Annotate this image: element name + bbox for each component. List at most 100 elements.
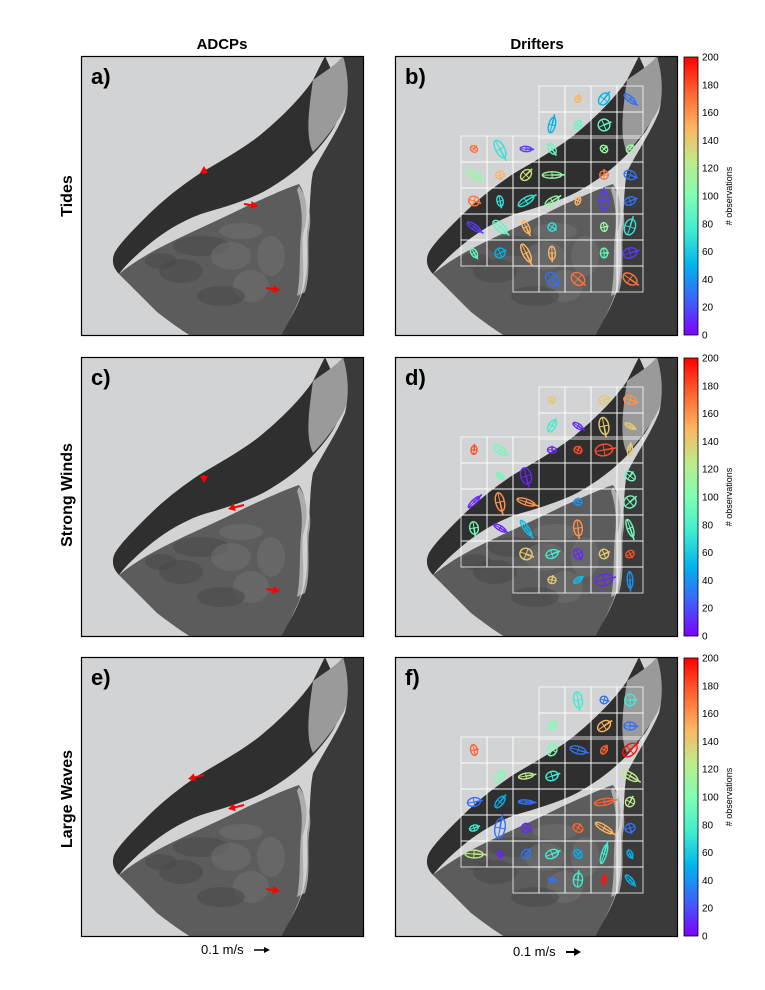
mean-current-arrow [603, 425, 608, 438]
drifter-ellipse [573, 575, 585, 584]
drifter-ellipse [547, 222, 558, 232]
mean-current-arrow [473, 252, 479, 260]
mean-current-arrow [551, 278, 560, 288]
drifter-ellipse [623, 196, 638, 206]
colorbar-tick-label: 80 [702, 219, 714, 230]
panel-drifter-large-waves: f) [394, 656, 679, 938]
colorbar-tick-label: 80 [702, 820, 714, 831]
colorbar-tick-label: 200 [702, 53, 719, 64]
northern-shelf-area [395, 657, 639, 872]
drifter-ellipse [597, 91, 611, 106]
drifter-ellipse [624, 693, 638, 707]
sound-water-dark [112, 357, 343, 575]
drifter-ellipse [519, 243, 533, 266]
mean-current-arrow [577, 94, 581, 100]
land-texture-patch [459, 554, 491, 570]
northern-shelf-area [81, 56, 325, 271]
drifter-ellipse [493, 139, 507, 162]
sound-water-dark [112, 56, 343, 274]
land-texture-patch [219, 824, 263, 840]
drifter-ellipse [594, 573, 617, 587]
drifter-ellipse [546, 742, 558, 757]
land-texture-patch [459, 854, 491, 870]
colorbar-tick-label: 40 [702, 275, 714, 286]
drifter-ellipse [569, 745, 590, 755]
drifter-ellipse [625, 144, 635, 154]
mean-current-arrow [603, 447, 617, 451]
colorbar-tick-label: 60 [702, 247, 714, 258]
sound-water-dark [426, 56, 657, 274]
drifter-ellipse [517, 799, 537, 805]
mean-current-arrow [629, 495, 638, 503]
mean-current-arrow [525, 168, 533, 176]
column-title-adcps: ADCPs [197, 36, 248, 53]
mean-current-arrow [577, 850, 583, 855]
mean-current-arrow [629, 215, 635, 228]
drifter-ellipse [494, 768, 506, 783]
drifter-scale-label: 0.1 m/s [513, 944, 556, 959]
drifter-ellipse [594, 443, 617, 457]
panel-drifter-strong-winds: d) [394, 356, 679, 638]
mean-current-arrow [473, 174, 486, 182]
northern-shoreline-bright [308, 657, 352, 753]
drifter-ellipse [521, 219, 532, 237]
northern-shoreline-bright [622, 56, 666, 152]
drifter-ellipse [464, 849, 487, 859]
colorbar-tick-label: 140 [702, 737, 719, 748]
land-texture-patch [257, 837, 285, 877]
drifter-ellipse [517, 772, 537, 780]
drifter-ellipse [519, 519, 535, 539]
drifter-ellipse [492, 444, 509, 457]
drifter-ellipse [623, 215, 637, 236]
drifter-ellipse [572, 823, 584, 833]
northern-shoreline-bright [308, 357, 352, 453]
mean-current-arrow [499, 768, 506, 777]
colorbar-tick-label: 120 [702, 164, 719, 175]
mean-current-arrow [629, 879, 637, 888]
drifter-ellipse [623, 169, 639, 181]
adcp-arrow-head [188, 773, 196, 782]
land-texture-patch [459, 253, 491, 269]
colorbar-tick-label: 200 [702, 354, 719, 365]
northern-shelf-area [395, 56, 639, 271]
mean-current-arrow [499, 148, 507, 162]
mean-current-arrow [525, 475, 530, 488]
drifter-ellipse [574, 94, 582, 104]
drifter-ellipse [469, 144, 479, 154]
mean-current-arrow [629, 98, 639, 107]
drifter-ellipse [519, 547, 535, 561]
panel-label: a) [91, 64, 111, 89]
drifter-ellipse [574, 195, 582, 206]
mean-current-arrow [525, 773, 537, 777]
northern-shelf-area [81, 357, 325, 572]
eastern-land [595, 657, 678, 937]
drifter-ellipse [599, 840, 609, 865]
mean-current-arrow [551, 772, 561, 777]
mean-current-arrow [551, 399, 555, 405]
drifter-ellipse [541, 171, 566, 179]
mean-current-arrow [603, 719, 613, 727]
land-texture-patch [533, 524, 577, 540]
mean-current-arrow [629, 197, 638, 202]
drifter-scale-arrowhead [574, 948, 581, 956]
drifter-ellipse [492, 219, 510, 236]
eastern-beach-bright [297, 186, 311, 296]
drifter-ellipse [467, 195, 482, 207]
drifter-ellipse [573, 120, 583, 130]
ellipse-minor-axis [603, 248, 605, 258]
mean-current-arrow [577, 124, 583, 129]
eastern-land [281, 357, 364, 637]
adcp-arrow-head [228, 503, 236, 512]
grid-cell [616, 866, 644, 894]
ellipse-minor-axis [629, 694, 631, 706]
colorbar-gradient [683, 357, 699, 637]
drifter-ellipse [547, 143, 558, 157]
drifter-ellipse [546, 445, 558, 454]
mean-current-arrow [525, 553, 535, 558]
ellipse-minor-axis [472, 196, 476, 206]
mean-current-arrow [603, 744, 609, 751]
adcp-scale: 0.1 m/s [201, 942, 270, 957]
panel-frame [394, 356, 679, 638]
drifter-ellipse [517, 193, 538, 208]
ellipse-minor-axis [573, 698, 583, 702]
